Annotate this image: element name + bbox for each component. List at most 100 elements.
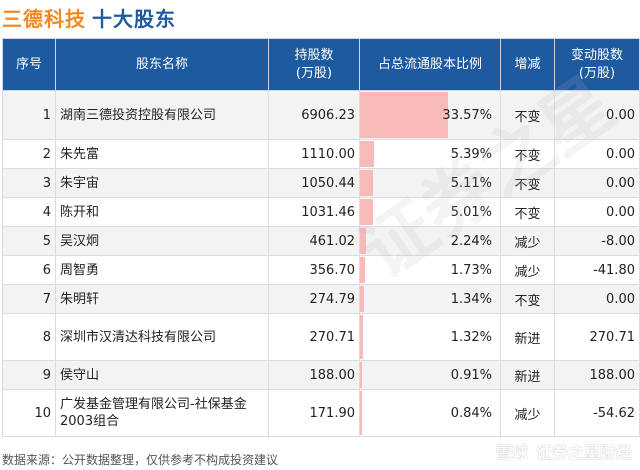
brand-platform: 雪球 (495, 443, 528, 462)
holder-trend: 减少 (500, 255, 555, 285)
holder-trend: 新进 (500, 313, 555, 361)
holder-ratio: 5.39% (359, 139, 501, 169)
table-row: 5 吴汉炯 461.02 2.24% 减少 -8.00 (2, 226, 640, 256)
holder-shares: 270.71 (268, 313, 360, 361)
holder-shares: 461.02 (268, 226, 360, 256)
data-source-note: 数据来源：公开数据整理，仅供参考不构成投资建议 (2, 453, 279, 467)
holder-change: -54.62 (554, 389, 640, 437)
ratio-text: 33.57% (442, 107, 492, 123)
header-change: 变动股数 (万股) (554, 38, 640, 91)
holder-shares: 1110.00 (268, 139, 360, 169)
holder-ratio: 1.73% (359, 255, 501, 285)
holder-name: 陈开和 (55, 197, 269, 227)
header-name: 股东名称 (55, 38, 269, 91)
holder-change: 0.00 (554, 284, 640, 314)
table-row: 7 朱明轩 274.79 1.34% 不变 0.00 (2, 284, 640, 314)
holder-change: 0.00 (554, 168, 640, 198)
header-ratio: 占总流通股本比例 (359, 38, 501, 91)
xueqiu-logo-icon (461, 438, 488, 464)
holder-ratio: 1.32% (359, 313, 501, 361)
table-row: 2 朱先富 1110.00 5.39% 不变 0.00 (2, 139, 640, 169)
holder-ratio: 5.11% (359, 168, 501, 198)
row-index: 1 (2, 90, 56, 140)
holder-ratio: 2.24% (359, 226, 501, 256)
holder-name: 广发基金管理有限公司-社保基金2003组合 (55, 389, 269, 437)
ratio-text: 2.24% (450, 233, 492, 249)
holder-trend: 减少 (500, 389, 555, 437)
table-row: 8 深圳市汉清达科技有限公司 270.71 1.32% 新进 270.71 (2, 313, 640, 361)
holder-trend: 新进 (500, 360, 555, 390)
ratio-text: 1.34% (450, 291, 492, 307)
holder-change: -8.00 (554, 226, 640, 256)
ratio-text: 1.32% (450, 329, 492, 345)
holder-shares: 188.00 (268, 360, 360, 390)
row-index: 2 (2, 139, 56, 169)
ratio-bar (360, 391, 362, 435)
row-index: 6 (2, 255, 56, 285)
row-index: 5 (2, 226, 56, 256)
holder-change: 0.00 (554, 90, 640, 140)
table-row: 6 周智勇 356.70 1.73% 减少 -41.80 (2, 255, 640, 285)
table-row: 3 朱宇宙 1050.44 5.11% 不变 0.00 (2, 168, 640, 198)
table-row: 4 陈开和 1031.46 5.01% 不变 0.00 (2, 197, 640, 227)
row-index: 9 (2, 360, 56, 390)
ratio-text: 5.01% (450, 204, 492, 220)
top-ten-holders-table: 序号 股东名称 持股数 (万股) 占总流通股本比例 增减 变动股数 (万股) 1… (2, 38, 640, 437)
ratio-bar (360, 315, 363, 359)
holder-shares: 171.90 (268, 389, 360, 437)
ratio-bar (360, 141, 374, 167)
ratio-bar (360, 228, 366, 254)
holder-trend: 不变 (500, 139, 555, 169)
table-row: 9 侯守山 188.00 0.91% 新进 188.00 (2, 360, 640, 390)
ratio-text: 5.39% (450, 146, 492, 162)
holder-ratio: 0.84% (359, 389, 501, 437)
ratio-bar (360, 286, 364, 312)
holder-trend: 减少 (500, 226, 555, 256)
brand-account: 证券之星财经 (535, 443, 632, 462)
holder-change: 0.00 (554, 139, 640, 169)
row-index: 8 (2, 313, 56, 361)
ratio-text: 0.84% (450, 405, 492, 421)
holder-shares: 356.70 (268, 255, 360, 285)
brand-mark: 雪球 证券之星财经 (461, 438, 632, 464)
ratio-text: 1.73% (450, 262, 492, 278)
holder-trend: 不变 (500, 284, 555, 314)
header-index: 序号 (2, 38, 56, 91)
section-title: 十大股东 (92, 7, 176, 31)
header-trend: 增减 (500, 38, 555, 91)
row-index: 7 (2, 284, 56, 314)
holder-change: -41.80 (554, 255, 640, 285)
holder-trend: 不变 (500, 197, 555, 227)
row-index: 3 (2, 168, 56, 198)
ratio-bar (360, 170, 373, 196)
holder-name: 侯守山 (55, 360, 269, 390)
holder-name: 朱先富 (55, 139, 269, 169)
holder-change: 188.00 (554, 360, 640, 390)
holder-name: 朱明轩 (55, 284, 269, 314)
row-index: 10 (2, 389, 56, 437)
holder-shares: 1050.44 (268, 168, 360, 198)
holder-name: 周智勇 (55, 255, 269, 285)
ratio-bar (360, 92, 448, 138)
holder-shares: 1031.46 (268, 197, 360, 227)
ratio-bar (360, 199, 373, 225)
holder-change: 0.00 (554, 197, 640, 227)
table-header-row: 序号 股东名称 持股数 (万股) 占总流通股本比例 增减 变动股数 (万股) (2, 38, 640, 91)
table-row: 1 湖南三德投资控股有限公司 6906.23 33.57% 不变 0.00 (2, 90, 640, 140)
table-row: 10 广发基金管理有限公司-社保基金2003组合 171.90 0.84% 减少 -54.… (2, 389, 640, 437)
row-index: 4 (2, 197, 56, 227)
header-shares: 持股数 (万股) (268, 38, 360, 91)
ratio-bar (360, 257, 365, 283)
holder-ratio: 0.91% (359, 360, 501, 390)
header-shares-text: 持股数 (万股) (294, 47, 334, 81)
holder-ratio: 1.34% (359, 284, 501, 314)
ratio-text: 5.11% (450, 175, 492, 191)
holder-shares: 274.79 (268, 284, 360, 314)
company-name: 三德科技 (2, 7, 86, 31)
ratio-text: 0.91% (450, 367, 492, 383)
title-bar: 三德科技 十大股东 (0, 0, 640, 36)
holder-shares: 6906.23 (268, 90, 360, 140)
holder-name: 吴汉炯 (55, 226, 269, 256)
holder-ratio: 33.57% (359, 90, 501, 140)
holder-name: 湖南三德投资控股有限公司 (55, 90, 269, 140)
